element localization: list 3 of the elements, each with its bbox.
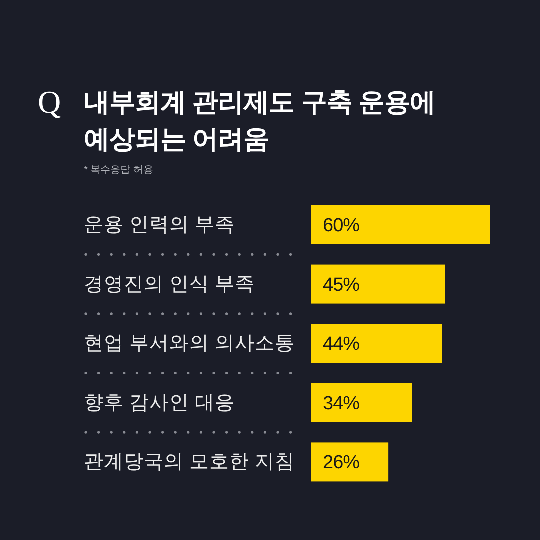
title: 내부회계 관리제도 구축 운용에 예상되는 어려움 — [84, 86, 437, 156]
subtitle: * 복수응답 허용 — [84, 164, 154, 177]
annotation: Q — [38, 83, 62, 122]
